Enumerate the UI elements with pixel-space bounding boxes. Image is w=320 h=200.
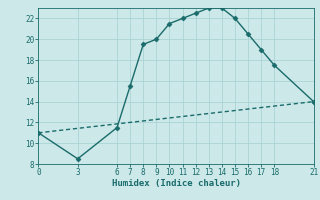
X-axis label: Humidex (Indice chaleur): Humidex (Indice chaleur) <box>111 179 241 188</box>
